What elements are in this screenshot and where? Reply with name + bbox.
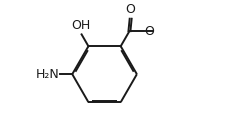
- Text: OH: OH: [71, 19, 91, 32]
- Text: H₂N: H₂N: [36, 68, 59, 81]
- Text: O: O: [144, 25, 154, 38]
- Text: O: O: [126, 3, 136, 16]
